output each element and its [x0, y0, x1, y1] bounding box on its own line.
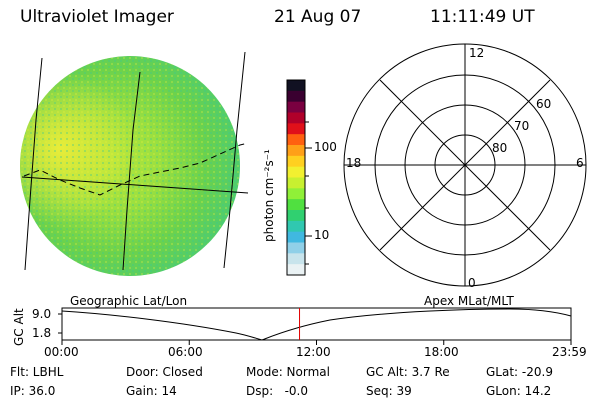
info-glat: GLat: -20.9: [486, 365, 553, 379]
colorbar-band: [287, 253, 305, 265]
info-door: Door: Closed: [126, 365, 203, 379]
info-seq: Seq: 39: [366, 384, 412, 398]
colorbar-band: [287, 134, 305, 146]
timeline-y-tick-bottom: 1.8: [32, 326, 52, 340]
colorbar-band: [287, 155, 305, 168]
colorbar-band: [287, 166, 305, 178]
info-glon: GLon: 14.2: [486, 384, 552, 398]
colorbar-tick-10: 10: [314, 228, 330, 242]
colorbar-band: [287, 220, 305, 233]
mlt-label-12: 12: [469, 46, 485, 60]
colorbar-band: [287, 101, 305, 113]
lat-label-80: 80: [492, 141, 508, 155]
colorbar-band: [287, 90, 305, 103]
timeline-y-axis-label: GC Alt: [12, 308, 26, 346]
info-filter: Flt: LBHL: [10, 365, 64, 379]
time-label: 11:11:49 UT: [430, 7, 535, 27]
colorbar-band: [287, 177, 305, 189]
earth-disk: [20, 56, 240, 276]
info-gain: Gain: 14: [126, 384, 177, 398]
x-tick-1800: 18:00: [424, 345, 459, 359]
colorbar-band: [287, 231, 305, 243]
colorbar-band: [287, 264, 305, 276]
latitude-line: [21, 176, 249, 194]
lat-label-70: 70: [514, 119, 530, 133]
colorbar-unit-label: photon cm⁻²s⁻¹: [262, 149, 276, 242]
mlt-label-6: 6: [576, 156, 584, 170]
colorbar-tick-100: 100: [314, 140, 337, 154]
instrument-title: Ultraviolet Imager: [20, 7, 174, 27]
magnetic-equator-line: [23, 142, 249, 196]
timeline-right-title: Apex MLat/MLT: [424, 294, 514, 308]
timeline-left-title: Geographic Lat/Lon: [70, 294, 188, 308]
colorbar-band: [287, 210, 305, 222]
x-tick-0000: 00:00: [44, 345, 79, 359]
colorbar-band: [287, 123, 305, 135]
x-tick-1200: 12:00: [296, 345, 331, 359]
meridian-line: [24, 57, 43, 271]
colorbar-band: [287, 242, 305, 254]
colorbar-band: [287, 112, 305, 124]
timeline-y-tick-top: 9.0: [32, 307, 52, 321]
colorbar-band: [287, 80, 305, 92]
info-mode: Mode: Normal: [246, 365, 330, 379]
meridian-line: [223, 51, 246, 269]
info-dsp: Dsp: -0.0: [246, 384, 309, 398]
mlt-label-0: 0: [468, 276, 476, 290]
date-label: 21 Aug 07: [274, 7, 362, 27]
x-tick-0600: 06:00: [168, 345, 203, 359]
info-ip: IP: 36.0: [10, 384, 56, 398]
lat-label-60: 60: [536, 97, 552, 111]
colorbar-band: [287, 199, 305, 211]
mlt-label-18: 18: [346, 156, 362, 170]
altitude-curve: [61, 308, 572, 341]
meridian-line: [122, 71, 141, 271]
colorbar-band: [287, 145, 305, 157]
info-gc-alt: GC Alt: 3.7 Re: [366, 365, 450, 379]
colorbar-band: [287, 188, 305, 200]
x-tick-2359: 23:59: [552, 345, 587, 359]
